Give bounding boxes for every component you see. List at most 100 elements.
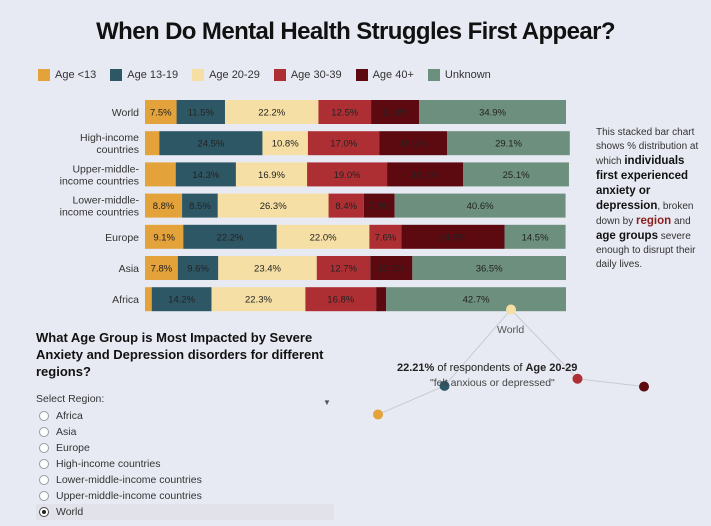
bar-segment[interactable] xyxy=(369,224,402,249)
bar-value-label: 36.5% xyxy=(476,264,503,275)
bar-segment[interactable] xyxy=(394,193,566,218)
bar-segment[interactable] xyxy=(159,131,263,156)
bar-value-label: 10.0% xyxy=(378,264,405,275)
region-radio-option[interactable]: High-income countries xyxy=(36,456,334,472)
bar-value-label: 9.1% xyxy=(153,232,175,243)
bar-segment[interactable] xyxy=(145,224,184,249)
region-radio-group: Africa Asia Europe High-income countries Low… xyxy=(36,408,334,520)
radio-option-label: Lower-middle-income countries xyxy=(56,474,202,486)
radio-circle-icon[interactable] xyxy=(39,491,49,501)
bar-segment[interactable] xyxy=(419,100,566,124)
bar-segment[interactable] xyxy=(447,131,570,156)
bar-value-label: 42.7% xyxy=(463,295,490,306)
bar-segment[interactable] xyxy=(307,131,380,156)
bar-segment[interactable] xyxy=(145,100,177,124)
bar-segment[interactable] xyxy=(379,131,448,156)
bar-value-label: 24.5% xyxy=(439,232,466,243)
radio-circle-icon[interactable] xyxy=(39,411,49,421)
bar-segment[interactable] xyxy=(262,131,308,156)
bar-value-label: 23.4% xyxy=(254,264,281,275)
bar-segment[interactable] xyxy=(401,224,505,249)
dropdown-arrow-icon[interactable]: ▼ xyxy=(323,398,331,407)
bar-segment[interactable] xyxy=(175,162,236,187)
bar-segment[interactable] xyxy=(504,224,566,249)
detail-connector-line xyxy=(577,378,645,388)
bar-value-label: 7.3% xyxy=(368,201,390,212)
bar-segment[interactable] xyxy=(224,100,319,124)
bar-segment[interactable] xyxy=(145,162,176,187)
bar-segment[interactable] xyxy=(182,193,218,218)
bar-value-label: 7.5% xyxy=(150,108,172,119)
radio-circle-icon[interactable] xyxy=(39,427,49,437)
select-region-label: Select Region: xyxy=(36,393,105,405)
row-label: High-income countries xyxy=(80,132,139,156)
bar-value-label: 17.0% xyxy=(330,139,357,150)
bar-segment[interactable] xyxy=(463,162,569,187)
bar-segment[interactable] xyxy=(145,193,183,218)
bar-segment[interactable] xyxy=(376,287,387,312)
bar-segment[interactable] xyxy=(276,224,370,249)
region-radio-option[interactable]: Africa xyxy=(36,408,334,424)
detail-stat-line: 22.21% of respondents of Age 20-29 xyxy=(397,362,577,374)
bar-segment[interactable] xyxy=(151,287,212,312)
bar-segment[interactable] xyxy=(305,287,377,312)
detail-point[interactable] xyxy=(439,380,450,391)
detail-point[interactable] xyxy=(572,373,583,384)
radio-circle-icon[interactable] xyxy=(39,443,49,453)
detail-text: of respondents of xyxy=(434,362,526,374)
bar-segment[interactable] xyxy=(235,162,308,187)
bar-value-label: 29.1% xyxy=(495,139,522,150)
bar-value-label: 8.4% xyxy=(335,201,357,212)
bar-value-label: 12.5% xyxy=(331,108,358,119)
bar-segment[interactable] xyxy=(307,162,388,187)
detail-connector-line xyxy=(444,309,512,387)
detail-point[interactable] xyxy=(639,381,649,392)
region-radio-option[interactable]: World xyxy=(36,504,334,520)
region-radio-option[interactable]: Asia xyxy=(36,424,334,440)
bar-segment[interactable] xyxy=(218,256,317,280)
bar-segment[interactable] xyxy=(145,256,178,280)
legend-swatch xyxy=(192,69,205,81)
bar-value-label: 25.1% xyxy=(503,170,530,181)
bar-segment[interactable] xyxy=(387,162,464,187)
bar-segment[interactable] xyxy=(145,287,152,312)
legend-label: Age <13 xyxy=(55,69,97,81)
detail-point[interactable] xyxy=(373,409,383,420)
radio-circle-icon[interactable] xyxy=(39,459,49,469)
legend-swatch xyxy=(273,69,286,81)
bar-segment[interactable] xyxy=(386,287,566,312)
bar-segment[interactable] xyxy=(183,224,277,249)
bar-segment[interactable] xyxy=(371,100,420,124)
region-radio-option[interactable]: Europe xyxy=(36,440,334,456)
detail-point[interactable] xyxy=(506,304,516,315)
region-radio-option[interactable]: Upper-middle-income countries xyxy=(36,488,334,504)
bar-segment[interactable] xyxy=(316,256,371,280)
legend-item: Age 40+ xyxy=(355,69,414,81)
note-highlight-region: region xyxy=(636,215,672,227)
bar-segment[interactable] xyxy=(412,256,566,280)
region-radio-option[interactable]: Lower-middle-income countries xyxy=(36,472,334,488)
radio-circle-icon[interactable] xyxy=(39,507,49,517)
note-bold-2: age groups xyxy=(596,230,658,242)
bar-segment[interactable] xyxy=(363,193,395,218)
bar-segment[interactable] xyxy=(177,256,219,280)
bar-segment[interactable] xyxy=(145,131,160,156)
legend-swatch xyxy=(427,69,440,81)
bar-segment[interactable] xyxy=(176,100,225,124)
note-bold-1: individuals first experienced anxiety or… xyxy=(596,155,689,212)
bar-value-label: 24.5% xyxy=(197,139,224,150)
bar-value-label: 8.8% xyxy=(153,201,175,212)
legend-label: Age 40+ xyxy=(372,69,414,81)
radio-option-label: Africa xyxy=(56,410,83,422)
bar-segment[interactable] xyxy=(211,287,306,312)
radio-option-label: Upper-middle-income countries xyxy=(56,490,202,502)
radio-circle-icon[interactable] xyxy=(39,475,49,485)
row-label: World xyxy=(112,107,139,119)
bar-segment[interactable] xyxy=(318,100,372,124)
bar-segment[interactable] xyxy=(328,193,364,218)
bar-value-label: 14.2% xyxy=(168,295,195,306)
bar-value-label: 18.1% xyxy=(412,170,439,181)
bar-segment[interactable] xyxy=(370,256,413,280)
detail-connector-line xyxy=(510,309,578,380)
bar-segment[interactable] xyxy=(217,193,329,218)
